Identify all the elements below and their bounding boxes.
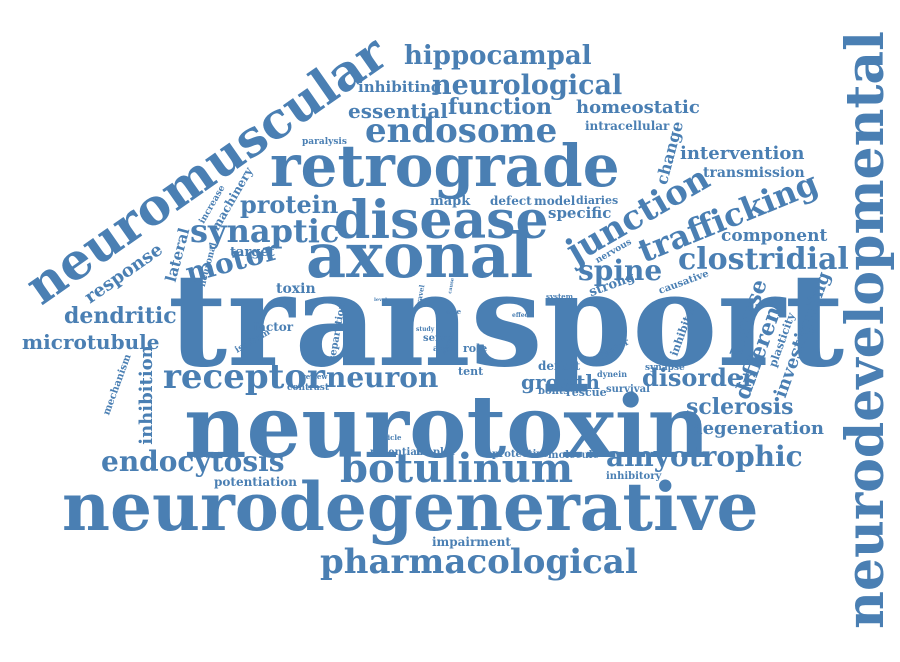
- word-synapse: synapse: [645, 363, 685, 373]
- word-protein: protein: [240, 190, 339, 219]
- word-deficit: deficit: [538, 359, 581, 373]
- word-axon: axon: [433, 343, 455, 353]
- word-synaptic: synaptic: [190, 212, 340, 250]
- word-molecule: molecule: [548, 450, 599, 461]
- word-inhibition: inhibition: [136, 345, 157, 445]
- word-sclerosis: sclerosis: [686, 394, 794, 420]
- word-potentiation: potentiation: [214, 475, 298, 489]
- word-survival: survival: [606, 384, 650, 395]
- word-spine: spine: [578, 254, 663, 287]
- word-intervention: intervention: [680, 143, 805, 164]
- word-inhibiting: inhibiting: [358, 78, 442, 96]
- word-impairment: impairment: [432, 535, 511, 549]
- word-serve: serve: [423, 333, 453, 344]
- word-review: review: [302, 372, 328, 381]
- word-model: model: [534, 194, 576, 208]
- word-transport: transport: [168, 246, 845, 396]
- word-effect: effect: [512, 312, 531, 319]
- word-neurological: neurological: [432, 70, 623, 101]
- word-mapkα: mapkα: [416, 447, 455, 458]
- word-degeneration: degeneration: [690, 418, 825, 439]
- word-specific: specific: [548, 204, 612, 222]
- word-rescue: rescue: [566, 386, 607, 399]
- word-mapk: mapk: [430, 194, 471, 209]
- word-inhibitory: inhibitory: [606, 471, 662, 482]
- word-system: system: [546, 292, 574, 301]
- word-hippocampal: hippocampal: [404, 41, 592, 71]
- word-neurotoxin: neurotoxin: [184, 377, 710, 478]
- word-study: study: [416, 326, 435, 333]
- word-tent: tent: [458, 365, 484, 378]
- word-botulinum: botulinum: [340, 445, 574, 492]
- word-growth: growth: [521, 370, 600, 394]
- word-receptor: receptor: [163, 357, 325, 397]
- word-endosome: endosome: [365, 111, 558, 151]
- word-target: target: [230, 245, 275, 260]
- word-clostridial: clostridial: [678, 242, 849, 277]
- word-amyotrophic: amyotrophic: [606, 440, 803, 473]
- word-endocytosis: endocytosis: [101, 445, 285, 478]
- word-component: component: [721, 226, 828, 246]
- word-size: size: [446, 307, 462, 316]
- word-neurodegenerative: neurodegenerative: [62, 468, 759, 546]
- word-dendritic: dendritic: [64, 303, 177, 329]
- word-paralysis: paralysis: [302, 137, 347, 147]
- word-neuron: neuron: [326, 361, 439, 394]
- word-level: level: [374, 297, 388, 303]
- word-essential: essential: [348, 99, 448, 123]
- word-dynein: dynein: [597, 369, 628, 379]
- word-homeostatic: homeostatic: [576, 97, 700, 118]
- word-pharmacological: pharmacological: [320, 542, 638, 582]
- word-role: role: [463, 342, 488, 355]
- word-bonts: bonts: [538, 386, 570, 397]
- word-axonal: axonal: [306, 219, 534, 292]
- word-factor: factor: [253, 320, 294, 334]
- word-toxin: toxin: [276, 281, 316, 297]
- word-retrograde: retrograde: [270, 132, 620, 200]
- word-transmission: transmission: [703, 165, 805, 181]
- word-contrast: contrast: [287, 383, 329, 393]
- word-potential: potential: [370, 447, 421, 458]
- word-neurodevelopmental: neurodevelopmental: [835, 31, 896, 629]
- word-defect: defect: [490, 194, 532, 208]
- word-disease: disease: [334, 190, 549, 251]
- word-diaries: diaries: [576, 194, 619, 207]
- word-disorder: disorder: [642, 363, 755, 392]
- word-function: function: [448, 94, 553, 120]
- word-vesicle: vesicle: [375, 433, 402, 442]
- word-mechanism: mechanism: [101, 352, 134, 417]
- word-intracellular: intracellular: [585, 119, 670, 133]
- word-protective: protective: [492, 449, 549, 460]
- word-microtubule: microtubule: [22, 330, 160, 354]
